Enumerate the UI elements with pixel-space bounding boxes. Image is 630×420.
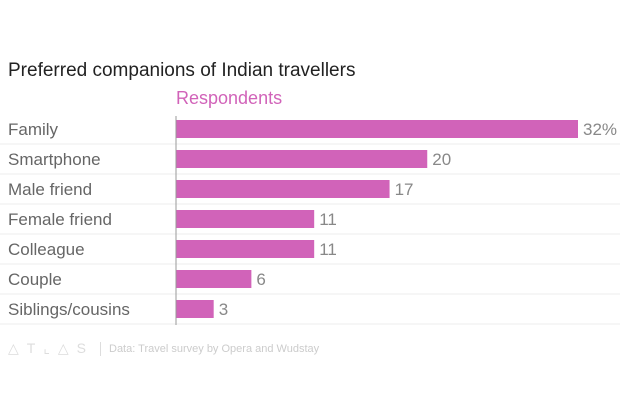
bar bbox=[176, 210, 315, 228]
source-note: Data: Travel survey by Opera and Wudstay bbox=[109, 342, 320, 355]
value-label: 3 bbox=[219, 300, 228, 319]
divider bbox=[100, 341, 101, 356]
atlas-logo: △T⌞△S bbox=[8, 340, 94, 356]
category-label: Colleague bbox=[8, 240, 85, 259]
bar bbox=[176, 120, 578, 138]
bar bbox=[176, 240, 315, 258]
category-label: Smartphone bbox=[8, 150, 101, 169]
value-label: 11 bbox=[319, 210, 337, 229]
category-label: Female friend bbox=[8, 210, 112, 229]
value-label: 11 bbox=[319, 240, 337, 259]
category-label: Couple bbox=[8, 270, 62, 289]
value-label: 32% bbox=[583, 120, 617, 139]
bar bbox=[176, 300, 214, 318]
category-label: Male friend bbox=[8, 180, 92, 199]
value-label: 17 bbox=[395, 180, 414, 199]
series-label: Respondents bbox=[176, 88, 283, 108]
value-label: 6 bbox=[256, 270, 265, 289]
category-label: Family bbox=[8, 120, 59, 139]
bar bbox=[176, 180, 390, 198]
bar bbox=[176, 270, 252, 288]
category-label: Siblings/cousins bbox=[8, 300, 130, 319]
bar bbox=[176, 150, 428, 168]
chart-title: Preferred companions of Indian traveller… bbox=[8, 60, 356, 81]
value-label: 20 bbox=[432, 150, 451, 169]
footer: △T⌞△S Data: Travel survey by Opera and W… bbox=[8, 340, 319, 357]
